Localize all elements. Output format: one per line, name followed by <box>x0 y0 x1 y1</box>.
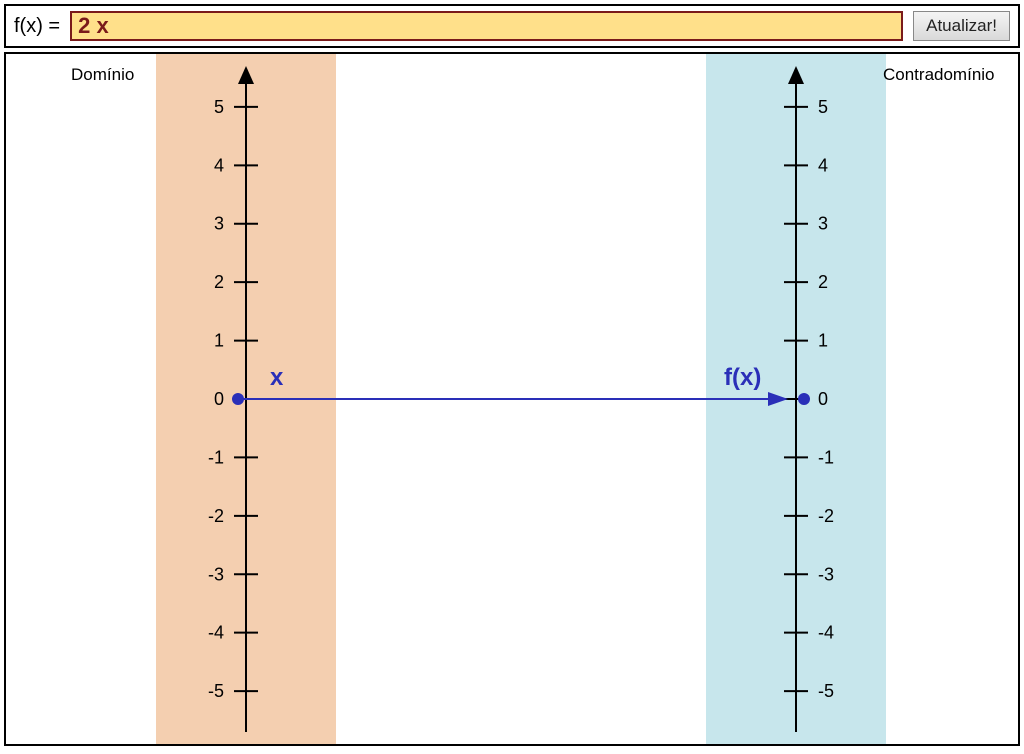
tick-label: -5 <box>208 681 224 701</box>
diagram-canvas: Domínio Contradomínio 5 4 3 2 1 0 -1 -2 -3 -4 -5 5 4 3 2… <box>4 52 1020 746</box>
codomain-label: Contradomínio <box>883 65 995 84</box>
domain-label: Domínio <box>71 65 134 84</box>
tick-label: 2 <box>818 272 828 292</box>
tick-label: 5 <box>214 97 224 117</box>
tick-label: -2 <box>818 506 834 526</box>
formula-bar: f(x) = Atualizar! <box>4 4 1020 48</box>
tick-label: -4 <box>208 623 224 643</box>
x-point[interactable] <box>232 393 244 405</box>
tick-label: 3 <box>818 214 828 234</box>
fx-point[interactable] <box>798 393 810 405</box>
tick-label: 3 <box>214 214 224 234</box>
fx-label: f(x) = <box>14 15 60 38</box>
tick-label: 1 <box>214 331 224 351</box>
fx-input[interactable] <box>70 11 903 41</box>
tick-label: -5 <box>818 681 834 701</box>
tick-label: -4 <box>818 623 834 643</box>
tick-label: -1 <box>208 447 224 467</box>
tick-label: 5 <box>818 97 828 117</box>
tick-label: 4 <box>818 155 828 175</box>
tick-label: -2 <box>208 506 224 526</box>
function-mapping-diagram: Domínio Contradomínio 5 4 3 2 1 0 -1 -2 -3 -4 -5 5 4 3 2… <box>6 54 1018 744</box>
tick-label: 0 <box>818 389 828 409</box>
tick-label: -1 <box>818 447 834 467</box>
x-label: x <box>270 364 284 391</box>
tick-label: -3 <box>818 564 834 584</box>
tick-label: -3 <box>208 564 224 584</box>
update-button[interactable]: Atualizar! <box>913 11 1010 41</box>
tick-label: 1 <box>818 331 828 351</box>
fx-result-label: f(x) <box>724 364 761 391</box>
tick-label: 2 <box>214 272 224 292</box>
tick-label: 0 <box>214 389 224 409</box>
tick-label: 4 <box>214 155 224 175</box>
